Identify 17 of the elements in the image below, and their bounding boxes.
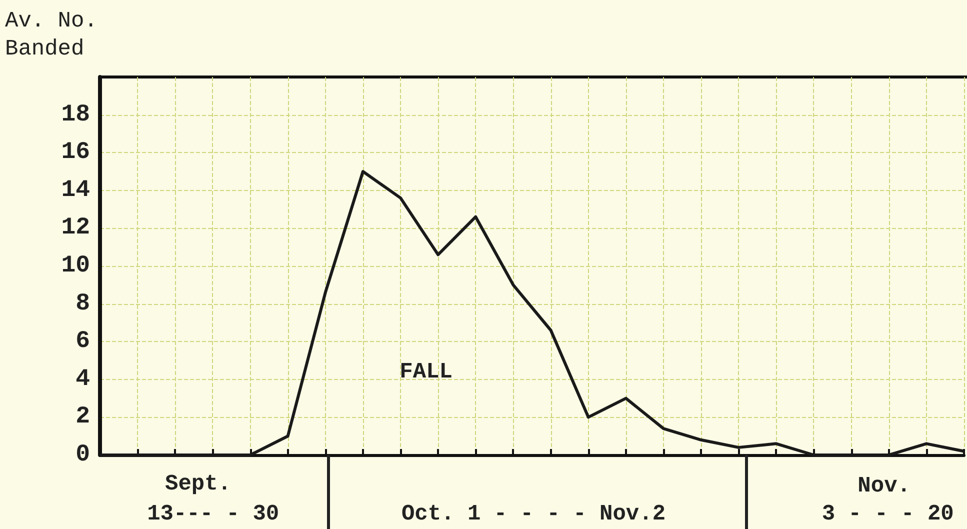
text: Nov. [858,474,910,498]
text: 3 - - - 20 [822,502,954,526]
y-tick-label: 8 [76,290,90,318]
y-tick-label: 6 [76,328,90,356]
y-tick-label: 0 [76,442,90,468]
text: Oct. 1 - - - - Nov.2 [401,502,666,526]
text: Sept. [165,472,232,496]
y-tick-label: 10 [61,252,90,280]
y-tick-label: 14 [61,176,90,204]
text: 13--- - 30 [147,502,280,526]
annotation: FALL [400,360,452,384]
y-tick-label: 16 [61,139,90,166]
y-tick-label: 12 [61,214,90,242]
y-tick-label: 2 [76,404,90,431]
y-tick-label: 18 [61,101,90,128]
y-tick-label: 4 [76,366,90,393]
y-axis-title: Av. No. Banded [5,8,98,62]
